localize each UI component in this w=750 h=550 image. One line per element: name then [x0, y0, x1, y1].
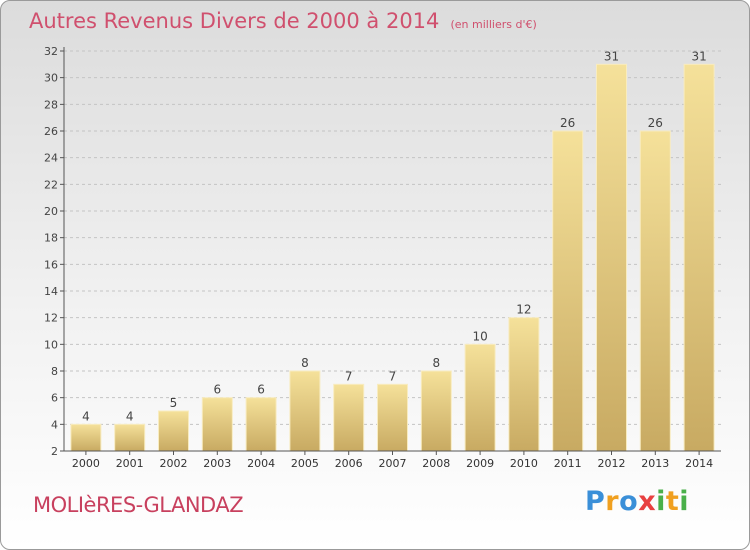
x-tick-label: 2010 — [510, 457, 538, 470]
bar-2013 — [639, 130, 671, 452]
x-tick-label: 2012 — [598, 457, 626, 470]
bar-value-label: 8 — [301, 356, 309, 370]
x-tick-label: 2014 — [685, 457, 713, 470]
x-tick-label: 2007 — [379, 457, 407, 470]
brand-logo: Proxiti — [585, 486, 690, 517]
x-tick-label: 2000 — [72, 457, 100, 470]
bar-2014 — [683, 63, 715, 452]
bar-2003 — [201, 397, 233, 452]
bar-2000 — [70, 423, 102, 452]
bar-value-label: 31 — [691, 49, 706, 63]
x-tick-label: 2006 — [335, 457, 363, 470]
x-tick-label: 2001 — [116, 457, 144, 470]
x-tick-label: 2009 — [466, 457, 494, 470]
y-tick-label: 32 — [44, 45, 58, 58]
bar-value-label: 26 — [560, 116, 575, 130]
y-tick-label: 8 — [51, 365, 58, 378]
x-tick-label: 2011 — [554, 457, 582, 470]
y-tick-label: 26 — [44, 125, 58, 138]
x-tick-label: 2005 — [291, 457, 319, 470]
bar-2009 — [464, 343, 496, 452]
bar-2002 — [158, 410, 189, 452]
bar-2007 — [377, 383, 408, 452]
y-tick-label: 10 — [44, 338, 58, 351]
bar-value-label: 26 — [648, 116, 663, 130]
location-label: MOLIèRES-GLANDAZ — [33, 493, 244, 517]
bar-2011 — [552, 130, 584, 452]
bar-2012 — [596, 63, 627, 452]
bar-2001 — [114, 423, 146, 452]
bar-value-label: 10 — [472, 329, 487, 343]
y-tick-label: 12 — [44, 312, 58, 325]
bar-2008 — [420, 370, 452, 452]
y-tick-label: 24 — [44, 152, 58, 165]
y-tick-label: 30 — [44, 72, 58, 85]
chart-unit-text: (en milliers d'€) — [450, 18, 537, 31]
y-tick-label: 4 — [51, 418, 58, 431]
y-tick-label: 14 — [44, 285, 58, 298]
bar-value-label: 4 — [126, 409, 134, 423]
chart-title-text: Autres Revenus Divers de 2000 à 2014 — [29, 9, 440, 33]
x-tick-label: 2004 — [247, 457, 275, 470]
bar-value-label: 6 — [257, 383, 265, 397]
y-tick-label: 22 — [44, 178, 58, 191]
bar-2006 — [333, 383, 365, 452]
y-tick-label: 6 — [51, 392, 58, 405]
bar-value-label: 12 — [516, 303, 531, 317]
bar-value-label: 8 — [432, 356, 440, 370]
bar-2010 — [508, 317, 540, 452]
chart-title: Autres Revenus Divers de 2000 à 2014 (en… — [29, 9, 537, 33]
x-tick-label: 2003 — [203, 457, 231, 470]
y-tick-label: 18 — [44, 232, 58, 245]
bar-2005 — [289, 370, 321, 452]
bars: 4 4 5 6 6 8 7 7 8 10 12 26 31 26 31 — [70, 49, 715, 452]
bar-value-label: 7 — [345, 369, 353, 383]
y-tick-label: 28 — [44, 98, 58, 111]
bar-value-label: 4 — [82, 409, 90, 423]
y-tick-label: 20 — [44, 205, 58, 218]
x-tick-label: 2002 — [160, 457, 188, 470]
bar-value-label: 6 — [213, 383, 221, 397]
bar-2004 — [245, 397, 277, 452]
bar-value-label: 31 — [604, 49, 619, 63]
x-tick-label: 2013 — [641, 457, 669, 470]
bar-value-label: 7 — [389, 369, 397, 383]
y-tick-label: 2 — [51, 445, 58, 458]
x-tick-label: 2008 — [422, 457, 450, 470]
y-tick-label: 16 — [44, 258, 58, 271]
bar-value-label: 5 — [170, 396, 178, 410]
